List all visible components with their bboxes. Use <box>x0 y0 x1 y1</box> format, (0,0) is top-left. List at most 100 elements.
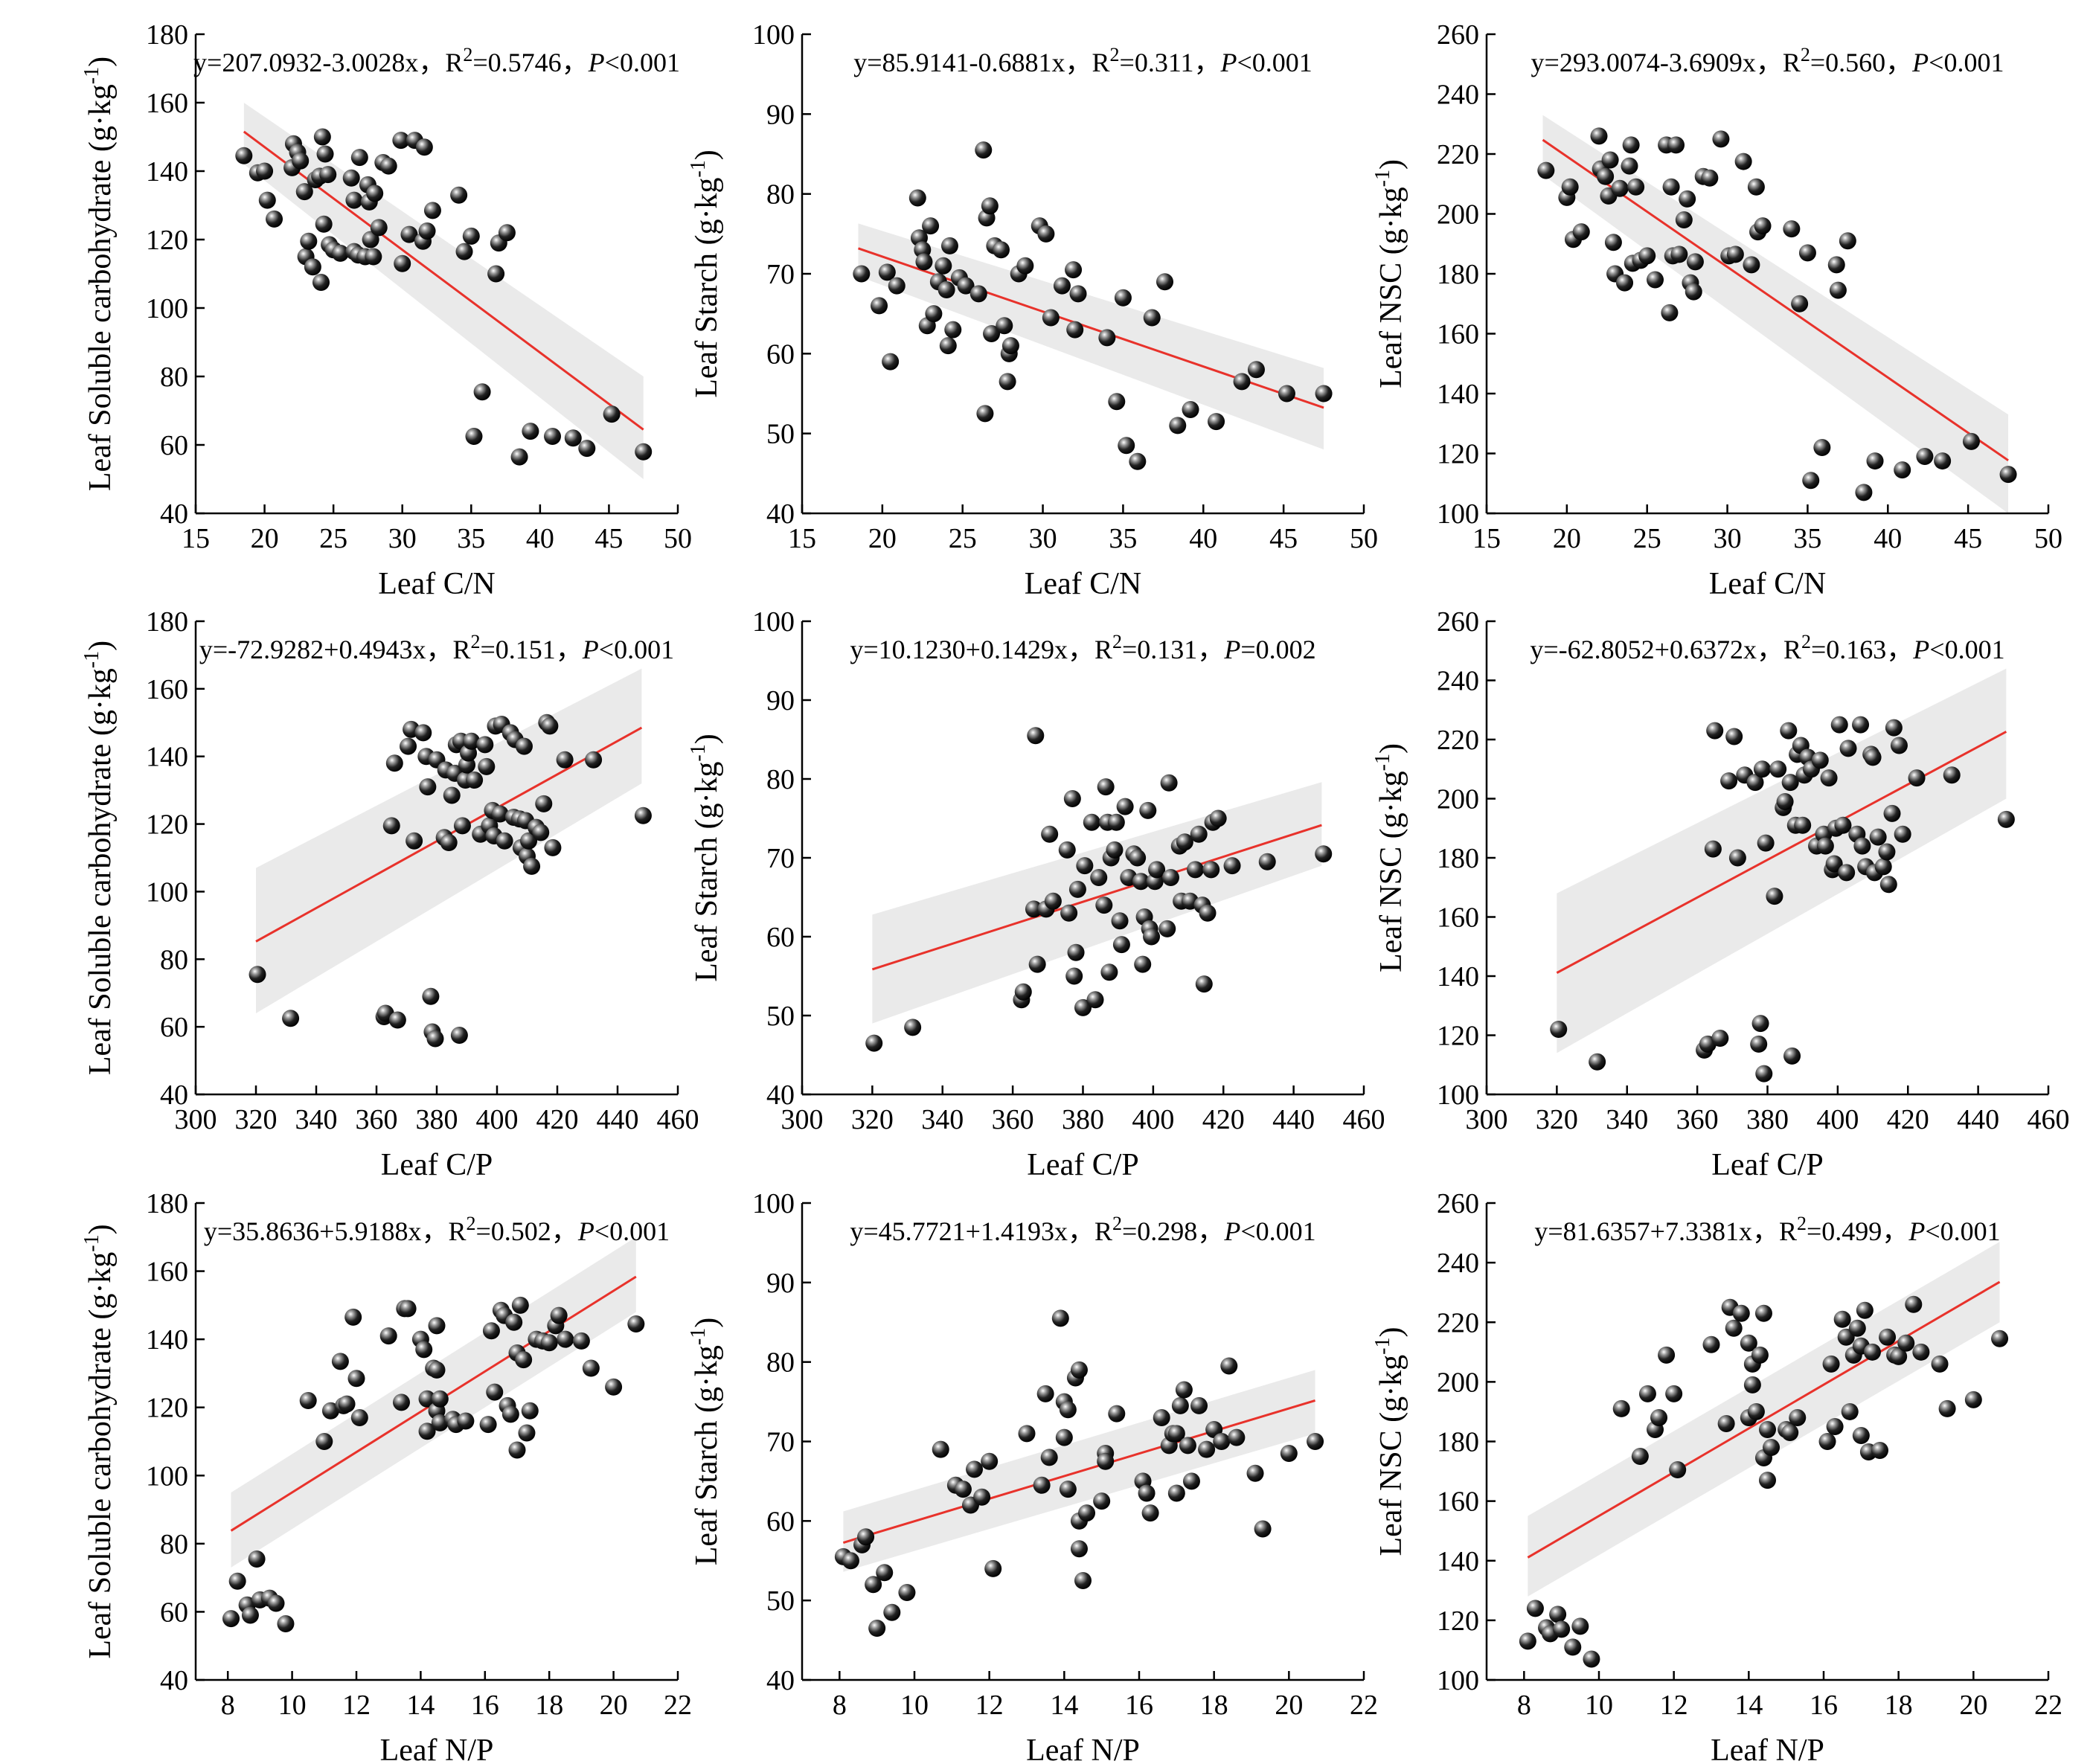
data-point <box>1065 261 1083 279</box>
equation-p-label: P <box>1223 635 1240 664</box>
data-point <box>498 224 516 242</box>
data-point <box>1040 1449 1058 1466</box>
data-point <box>1776 792 1794 810</box>
data-point <box>478 757 496 775</box>
x-tick-label: 16 <box>471 1690 499 1721</box>
y-axis-title-main: Leaf NSC <box>1374 838 1408 972</box>
data-point <box>508 1441 526 1459</box>
data-point <box>1704 840 1722 858</box>
data-point <box>457 1412 475 1430</box>
data-point <box>292 152 310 170</box>
data-point <box>1014 983 1032 1001</box>
regression-equation: y=45.7721+1.4193x，R2=0.298，P<0.001 <box>850 1213 1315 1246</box>
y-tick-label: 160 <box>1437 902 1479 934</box>
data-point <box>853 265 871 283</box>
data-point <box>1627 178 1645 196</box>
data-point <box>1717 1414 1735 1432</box>
data-point <box>1158 920 1176 937</box>
y-axis-title: Leaf Soluble carbohydrate (g·kg-1) <box>80 641 118 1075</box>
y-tick-label: 160 <box>1437 1486 1479 1518</box>
data-point <box>222 1610 240 1628</box>
data-point <box>520 832 538 850</box>
data-point <box>1675 211 1693 229</box>
data-point <box>1747 178 1765 196</box>
data-point <box>898 1583 916 1601</box>
data-point <box>462 227 480 245</box>
y-tick-label: 180 <box>1437 843 1479 874</box>
data-point <box>1621 157 1638 175</box>
equation-p-label: P <box>1912 635 1929 664</box>
x-axis-title: Leaf C/N <box>1709 567 1826 601</box>
x-tick-label: 460 <box>2028 1104 2070 1135</box>
y-tick-label: 90 <box>766 99 795 130</box>
y-tick-label: 240 <box>1437 1248 1479 1279</box>
data-point <box>1068 880 1086 898</box>
data-point <box>443 786 461 804</box>
equation-text: y=-62.8052+0.6372x，R <box>1530 635 1801 664</box>
data-point <box>379 1327 397 1345</box>
data-point <box>515 737 533 755</box>
data-point <box>1175 1381 1193 1399</box>
x-tick-label: 40 <box>1874 523 1902 554</box>
x-tick-label: 18 <box>535 1690 563 1721</box>
data-point <box>1156 273 1174 291</box>
data-point <box>331 244 349 262</box>
data-point <box>915 253 933 271</box>
data-point <box>1879 876 1897 894</box>
y-tick-label: 200 <box>1437 1367 1479 1398</box>
data-point <box>1199 904 1217 922</box>
y-axis-title-close: ) <box>1374 1327 1408 1338</box>
x-tick-label: 380 <box>416 1104 458 1135</box>
equation-p-value: <0.001 <box>1240 1216 1315 1246</box>
data-point <box>1650 1408 1668 1426</box>
data-point <box>1134 955 1152 973</box>
data-point <box>1254 1520 1272 1538</box>
data-point <box>937 280 955 298</box>
data-point <box>266 210 283 228</box>
regression-equation: y=35.8636+5.9188x，R2=0.502，P<0.001 <box>204 1213 670 1246</box>
data-point <box>1638 247 1656 265</box>
data-point <box>1067 943 1085 961</box>
data-point <box>1519 1632 1536 1650</box>
data-point <box>1537 161 1555 179</box>
data-point <box>418 1423 436 1440</box>
data-point <box>1759 1472 1776 1489</box>
equation-p-value: <0.001 <box>1929 635 2004 664</box>
data-point <box>415 138 433 156</box>
equation-text: y=35.8636+5.9188x，R <box>204 1216 467 1246</box>
data-point <box>1055 1428 1073 1446</box>
y-tick-label: 200 <box>1437 784 1479 815</box>
data-point <box>1783 220 1801 238</box>
equation-r2-exponent: 2 <box>467 1213 476 1234</box>
x-tick-label: 40 <box>526 523 554 554</box>
x-tick-label: 35 <box>1109 523 1137 554</box>
x-tick-label: 440 <box>1272 1104 1315 1135</box>
equation-r2: =0.560， <box>1810 48 1912 77</box>
data-point <box>1750 1035 1768 1053</box>
data-point <box>1838 864 1856 882</box>
y-axis-title-close: ) <box>690 150 724 160</box>
data-point <box>1143 309 1161 327</box>
data-point <box>300 232 318 250</box>
equation-r2-exponent: 2 <box>1112 631 1122 652</box>
data-point <box>1879 1328 1897 1346</box>
y-tick-label: 70 <box>766 843 795 874</box>
data-point <box>501 1405 519 1423</box>
y-axis-title-unit: (g·kg <box>690 762 724 830</box>
data-point <box>388 1011 406 1029</box>
data-point <box>1053 277 1071 295</box>
x-tick-label: 360 <box>356 1104 398 1135</box>
y-tick-label: 60 <box>766 339 795 370</box>
data-point <box>1111 912 1129 930</box>
data-point <box>939 337 957 355</box>
y-tick-label: 260 <box>1437 19 1479 51</box>
data-point <box>282 1010 300 1027</box>
data-point <box>450 1027 468 1044</box>
y-axis-title: Leaf Starch (g·kg-1) <box>687 150 724 398</box>
data-point <box>1589 1053 1606 1071</box>
data-point <box>521 1402 539 1420</box>
y-tick-label: 220 <box>1437 139 1479 170</box>
x-tick-label: 320 <box>851 1104 894 1135</box>
y-tick-label: 60 <box>766 1506 795 1537</box>
